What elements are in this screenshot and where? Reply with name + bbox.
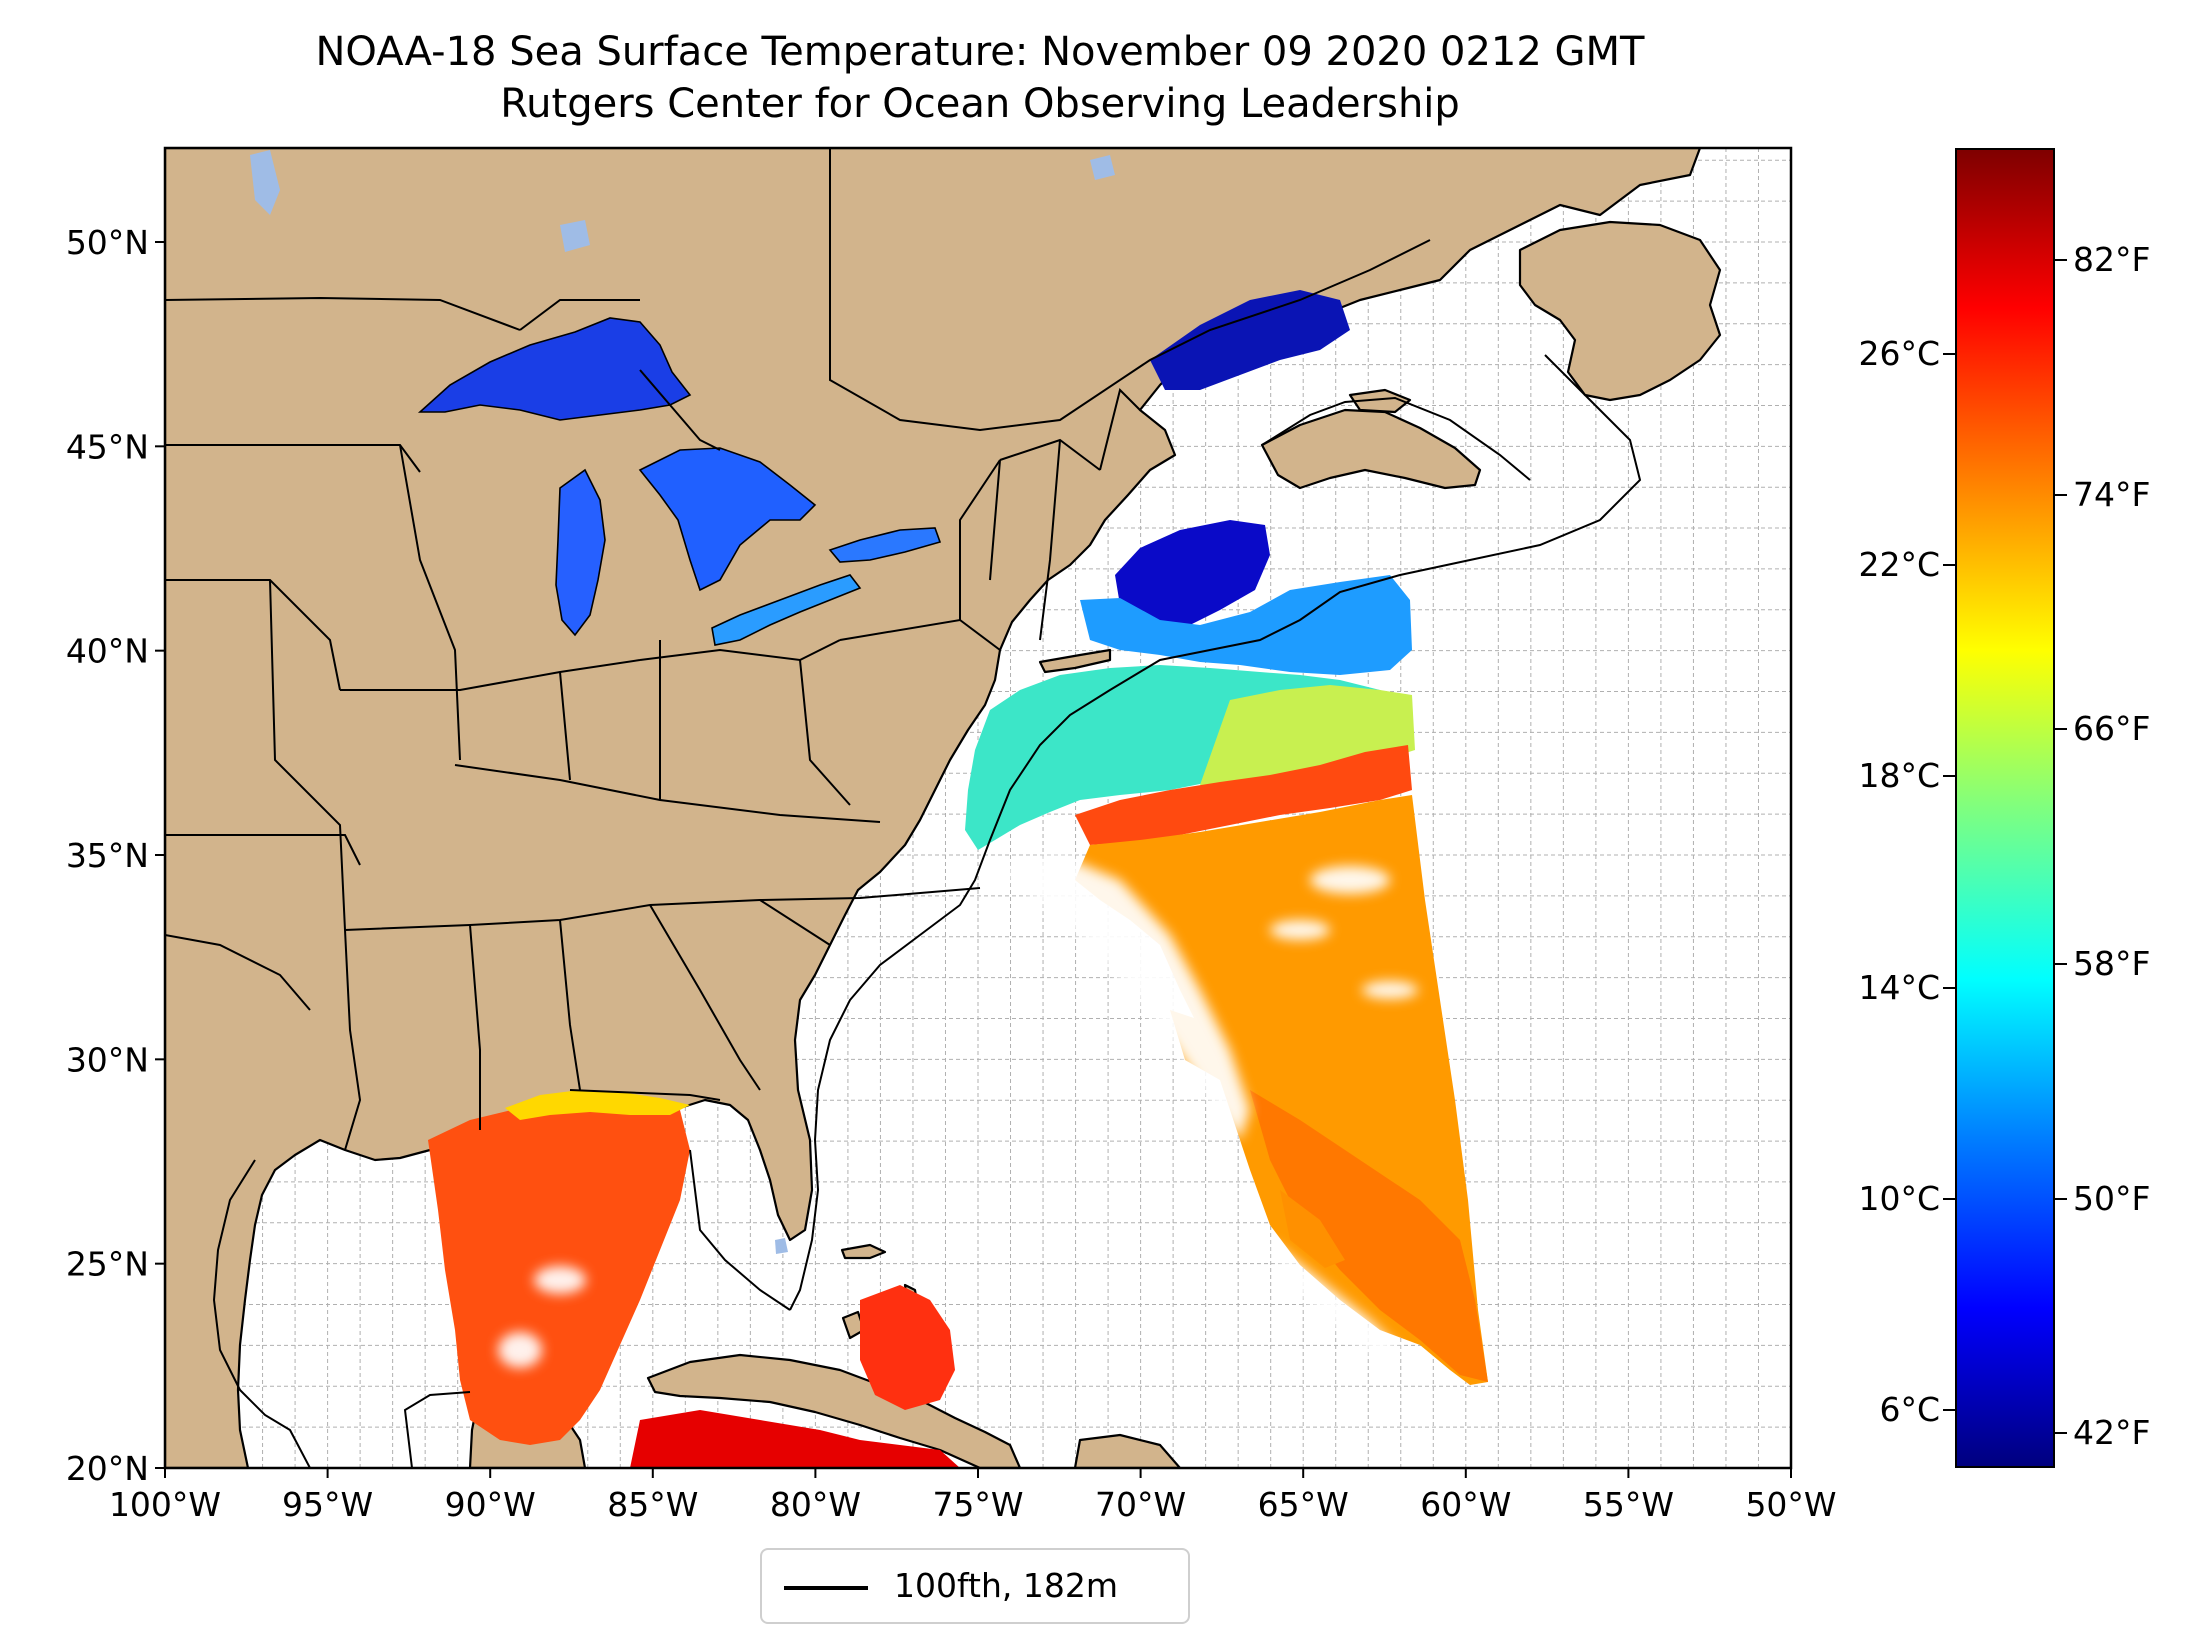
colorbar-fahrenheit-tick [2055,259,2067,262]
political-borders [165,148,1431,1151]
lake-okeechobee [775,1238,788,1254]
colorbar-celsius-tick [1943,564,1955,567]
lake-winnipeg [250,150,280,215]
long-island [1038,648,1112,674]
cloud-mask [498,855,1418,1368]
sst-gulf-of-st-lawrence [1150,290,1350,390]
lake-michigan [555,468,606,637]
chart-title: NOAA-18 Sea Surface Temperature: Novembe… [315,29,1645,75]
colorbar-fahrenheit-label: 66°F [2073,709,2151,749]
colorbar-celsius-label: 26°C [1858,333,1940,373]
sst-bahamas [860,1285,955,1410]
newfoundland [1518,220,1722,402]
lat-tick-label: 50°N [66,223,149,262]
lake-huron [638,447,817,592]
cuba [646,1353,1022,1468]
colorbar-celsius-label: 22°C [1858,545,1940,585]
lat-tick-label: 20°N [66,1449,149,1488]
nova-scotia [1260,408,1482,490]
colorbar-fahrenheit-label: 50°F [2073,1178,2151,1218]
lake-nipigon [560,220,590,252]
lake-st-jean [1090,155,1115,180]
lat-tick-label: 35°N [66,836,149,875]
legend-line-swatch [784,1586,868,1590]
colorbar-fahrenheit-label: 58°F [2073,944,2151,984]
lon-tick-label: 70°W [1095,1485,1186,1524]
sst-gulf-north-shelf [505,1090,690,1120]
lon-tick-label: 80°W [770,1485,861,1524]
sst-caribbean [630,1410,960,1468]
colorbar-celsius-tick [1943,1197,1955,1200]
sst-sargasso-orange [1250,1090,1488,1382]
colorbar [1955,148,2055,1468]
pei [1348,388,1412,414]
lake-erie [711,574,862,646]
colorbar-fahrenheit-label: 42°F [2073,1413,2151,1453]
colorbar-fahrenheit-label: 74°F [2073,474,2151,514]
colorbar-celsius-tick [1943,986,1955,989]
map-axes: 100°W 95°W 90°W 85°W 80°W 75°W 70°W 65°W 60°W 55°… [66,223,1837,1524]
lon-tick-label: 85°W [607,1485,698,1524]
colorbar-celsius-label: 6°C [1879,1389,1940,1429]
sst-slope-warm [1200,685,1415,795]
lon-tick-label: 90°W [445,1485,536,1524]
colorbar-celsius-label: 14°C [1858,967,1940,1007]
lon-tick-label: 60°W [1420,1485,1511,1524]
legend: 100fth, 182m [760,1548,1190,1624]
lon-tick-label: 50°W [1745,1485,1836,1524]
sst-gulf-of-maine [1115,520,1270,625]
colorbar-fahrenheit-tick [2055,728,2067,731]
lakes [250,150,1115,1254]
lat-tick-label: 30°N [66,1040,149,1079]
lat-tick-label: 40°N [66,632,149,671]
lat-tick-label: 45°N [66,427,149,466]
colorbar-celsius-label: 18°C [1858,756,1940,796]
lon-tick-label: 55°W [1583,1485,1674,1524]
colorbar-fahrenheit-tick [2055,1432,2067,1435]
isobath-100fth [212,354,1642,1468]
grand-bahama [840,1243,887,1260]
colorbar-celsius-tick [1943,775,1955,778]
sst-scatter-2 [1280,1190,1345,1268]
lon-tick-label: 100°W [109,1485,221,1524]
lon-tick-label: 75°W [932,1485,1023,1524]
hispaniola [1073,1433,1182,1468]
colorbar-celsius-label: 10°C [1858,1178,1940,1218]
lon-tick-label: 65°W [1258,1485,1349,1524]
colorbar-celsius-tick [1943,1408,1955,1411]
colorbar-fahrenheit-tick [2055,493,2067,496]
sst-gulf-stream [1075,745,1412,845]
lake-superior [417,317,692,421]
colorbar-celsius-tick [1943,352,1955,355]
lake-ontario [828,527,942,563]
chart-subtitle: Rutgers Center for Ocean Observing Leade… [500,81,1460,127]
lat-tick-label: 25°N [66,1245,149,1284]
lon-tick-label: 95°W [282,1485,373,1524]
colorbar-fahrenheit-tick [2055,963,2067,966]
colorbar-fahrenheit-tick [2055,1197,2067,1200]
colorbar-fahrenheit-label: 82°F [2073,240,2151,280]
legend-label: 100fth, 182m [894,1566,1118,1605]
